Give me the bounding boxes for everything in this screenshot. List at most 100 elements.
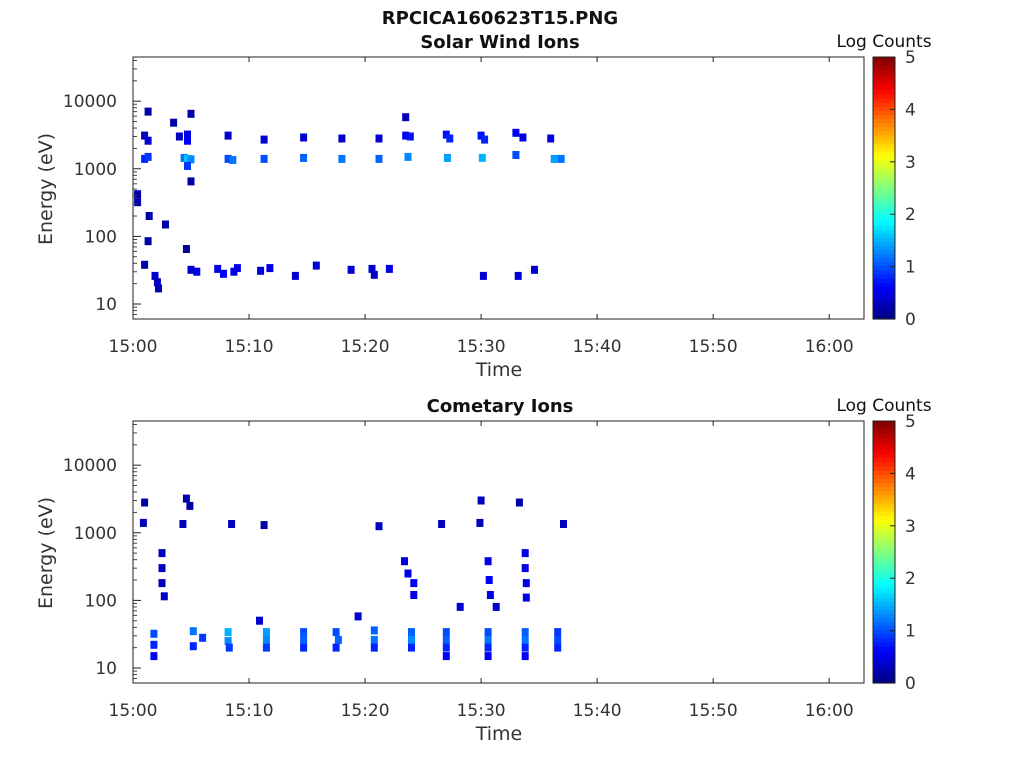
colorbar-segment: [873, 523, 895, 529]
heatmap-cell: [233, 264, 241, 273]
heatmap-cell: [179, 520, 187, 528]
panel-title: Solar Wind Ions: [420, 32, 579, 53]
colorbar-segment: [873, 237, 895, 242]
colorbar-segment: [873, 69, 895, 74]
x-tick-label: 15:40: [573, 701, 622, 721]
heatmap-cell: [334, 635, 342, 644]
colorbar-segment: [873, 138, 895, 144]
heatmap-cell: [224, 637, 232, 646]
heatmap-cell: [141, 260, 149, 269]
heatmap-cell: [385, 264, 393, 273]
colorbar-segment: [873, 552, 895, 557]
heatmap-cell: [186, 501, 194, 510]
heatmap-cell: [375, 522, 383, 531]
heatmap-cell: [332, 628, 340, 637]
x-tick-label: 15:20: [341, 337, 390, 357]
heatmap-cell: [224, 131, 232, 140]
x-tick-label: 15:10: [225, 337, 274, 357]
colorbar-segment: [873, 576, 895, 582]
heatmap-cell: [224, 628, 232, 637]
figure-title: RPCICA160623T15.PNG: [382, 8, 618, 29]
heatmap-cell: [220, 269, 227, 278]
colorbar-segment: [873, 527, 895, 533]
colorbar-segment: [873, 605, 895, 610]
colorbar-segment: [873, 97, 895, 103]
y-tick-label: 10: [95, 295, 117, 315]
colorbar-segment: [873, 498, 895, 504]
colorbar-segment: [873, 572, 895, 578]
colorbar-segment: [873, 642, 895, 647]
heatmap-cell: [521, 643, 529, 652]
colorbar-segment: [873, 511, 895, 516]
colorbar-tick-label: 4: [905, 464, 916, 484]
heatmap-cell: [144, 152, 152, 161]
colorbar-tick-label: 2: [905, 205, 916, 225]
x-tick-label: 15:50: [689, 337, 738, 357]
x-tick-label: 15:10: [225, 701, 274, 721]
heatmap-cell: [554, 635, 562, 644]
colorbar-segment: [873, 216, 895, 222]
heatmap-cell: [521, 652, 529, 661]
colorbar-segment: [873, 192, 895, 197]
x-tick-label: 16:00: [805, 337, 854, 357]
y-tick-label: 10: [95, 659, 117, 679]
colorbar-segment: [873, 666, 895, 672]
colorbar-segment: [873, 212, 895, 218]
colorbar-segment: [873, 269, 895, 275]
colorbar-segment: [873, 163, 895, 169]
colorbar-segment: [873, 159, 895, 165]
heatmap-cell: [256, 616, 263, 625]
colorbar-segment: [873, 147, 895, 152]
colorbar-segment: [873, 637, 895, 643]
colorbar-segment: [873, 629, 895, 635]
colorbar-segment: [873, 474, 895, 479]
colorbar-segment: [873, 547, 895, 553]
heatmap-cell: [225, 643, 233, 652]
heatmap-cell: [521, 564, 529, 573]
colorbar-segment: [873, 310, 895, 316]
colorbar-segment: [873, 118, 895, 124]
colorbar-tick-label: 1: [905, 622, 916, 642]
colorbar-segment: [873, 171, 895, 177]
x-tick-label: 16:00: [805, 701, 854, 721]
colorbar-label: Log Counts: [836, 396, 931, 416]
heatmap-cell: [187, 265, 195, 274]
heatmap-cell: [182, 245, 190, 253]
colorbar-segment: [873, 592, 895, 598]
heatmap-cell: [300, 643, 308, 652]
colorbar-segment: [873, 556, 895, 561]
heatmap-cell: [155, 284, 162, 293]
heatmap-cell: [175, 132, 183, 141]
heatmap-cell: [514, 271, 522, 280]
plot-frame: [132, 420, 865, 684]
colorbar-segment: [873, 580, 895, 586]
heatmap-cell: [442, 643, 450, 652]
colorbar-segment: [873, 204, 895, 210]
heatmap-cell: [370, 626, 378, 635]
colorbar-segment: [873, 670, 895, 676]
colorbar-segment: [873, 625, 895, 631]
heatmap-cell: [560, 520, 567, 528]
heatmap-cell: [144, 136, 152, 145]
heatmap-cell: [145, 212, 153, 220]
colorbar-segment: [873, 535, 895, 541]
heatmap-cell: [554, 628, 562, 637]
panel-title: Cometary Ions: [427, 396, 574, 417]
colorbar-segment: [873, 122, 895, 128]
heatmap-cell: [139, 518, 147, 527]
heatmap-cell: [401, 557, 408, 566]
y-tick-label: 100: [85, 227, 117, 247]
heatmap-cell: [550, 154, 558, 163]
colorbar-segment: [873, 425, 895, 430]
colorbar-segment: [873, 290, 895, 296]
colorbar-segment: [873, 441, 895, 447]
colorbar-tick-label: 4: [905, 100, 916, 120]
heatmap-cell: [150, 640, 158, 649]
heatmap-cell: [402, 131, 410, 140]
colorbar-segment: [873, 482, 895, 488]
colorbar-segment: [873, 306, 895, 312]
heatmap-cell: [492, 602, 500, 611]
heatmap-cell: [260, 154, 268, 163]
colorbar-segment: [873, 429, 895, 434]
x-axis-label: Time: [475, 723, 523, 745]
